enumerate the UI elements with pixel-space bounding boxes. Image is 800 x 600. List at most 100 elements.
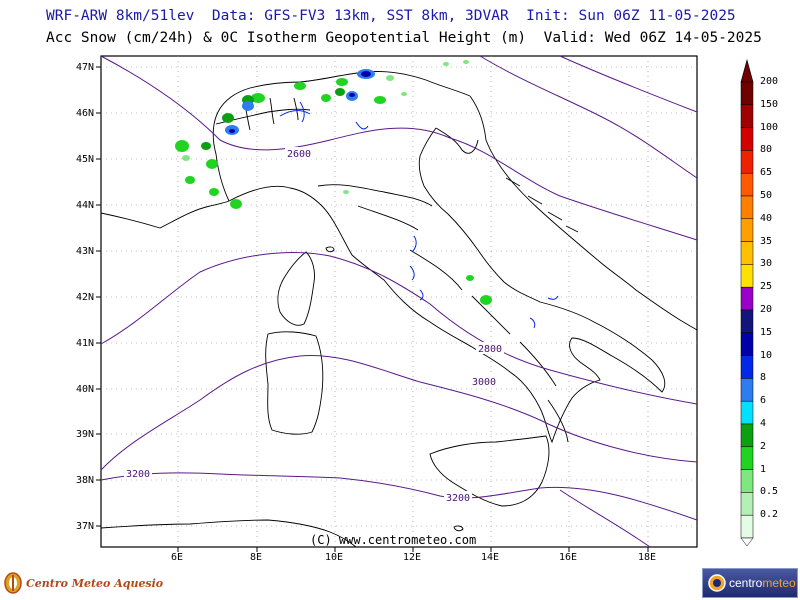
lon-label: 12E <box>403 552 422 563</box>
colorbar-label: 2 <box>760 440 767 452</box>
malta-island <box>453 525 464 532</box>
contour-line-3000 <box>100 354 698 471</box>
logo-right-text: centrometeo <box>729 576 796 590</box>
colorbar-label: 150 <box>760 98 779 110</box>
lat-label: 41N <box>76 338 95 349</box>
colorbar-label: 50 <box>760 190 773 201</box>
lat-label: 43N <box>76 246 95 257</box>
colorbar-swatch <box>740 286 754 311</box>
colorbar-end <box>740 537 754 547</box>
lon-label: 10E <box>325 552 344 563</box>
centro-meteo-aquesio-logo[interactable]: Centro Meteo Aquesio <box>4 572 163 594</box>
colorbar-label: 10 <box>760 349 773 361</box>
colorbar-label: 65 <box>760 167 773 179</box>
lon-label: 16E <box>559 552 578 563</box>
colorbar-swatch <box>740 218 754 242</box>
contour-label: 3200 <box>446 493 470 504</box>
contour-label: 3000 <box>472 377 496 388</box>
colorbar-swatch <box>740 446 754 470</box>
colorbar <box>740 58 754 547</box>
colorbar-label: 8 <box>760 372 767 384</box>
contour-label-bg <box>470 375 498 387</box>
colorbar-swatch <box>740 309 754 334</box>
colorbar-label: 20 <box>760 304 773 315</box>
colorbar-label: 30 <box>760 258 773 270</box>
colorbar-swatch <box>740 514 754 539</box>
lon-label: 18E <box>638 552 657 563</box>
lat-label: 40N <box>76 384 95 395</box>
colorbar-swatch <box>740 195 754 220</box>
colorbar-label: 200 <box>760 76 779 87</box>
colorbar-swatch <box>740 400 754 425</box>
axis-ticks <box>96 66 649 552</box>
corsica-coastline <box>277 251 315 326</box>
colorbar-swatch <box>740 469 754 493</box>
lon-label: 14E <box>481 552 500 563</box>
isotherm-contours <box>100 55 698 548</box>
centrometeo-logo[interactable]: centrometeo <box>702 568 798 598</box>
contour-label-bg <box>285 147 313 159</box>
colorbar-label: 4 <box>760 418 767 429</box>
colorbar-swatch <box>740 241 754 265</box>
logo-emblem-icon <box>4 572 22 594</box>
colorbar-label: 15 <box>760 326 773 338</box>
colorbar-label: 100 <box>760 121 779 133</box>
contour-label: 3200 <box>126 469 150 480</box>
italy-coastline <box>228 127 666 444</box>
lat-label: 47N <box>76 62 95 73</box>
contour-line-se <box>559 489 651 548</box>
colorbar-swatch <box>740 355 754 379</box>
lon-label: 6E <box>171 552 184 563</box>
dalmatian-islands <box>505 177 579 233</box>
colorbar-swatch <box>740 492 754 516</box>
logo-left-text: Centro Meteo Aquesio <box>26 576 164 590</box>
colorbar-swatch <box>740 81 754 106</box>
colorbar-swatch <box>740 423 754 448</box>
lat-label: 44N <box>76 200 95 211</box>
colorbar-arrow <box>740 58 754 83</box>
logo-globe-icon <box>708 574 726 592</box>
ligurian-french-coast <box>100 200 230 229</box>
sardinia-coastline <box>265 331 324 435</box>
balkan-coast <box>469 95 698 331</box>
colorbar-label: 35 <box>760 235 773 247</box>
alpine-border <box>212 71 471 202</box>
lat-label: 39N <box>76 429 95 440</box>
colorbar-label: 40 <box>760 212 773 224</box>
colorbar-swatch <box>740 378 754 402</box>
contour-label-bg <box>444 491 472 503</box>
contour-labels: 2600 2800 3000 3200 3200 <box>126 149 502 504</box>
colorbar-swatch <box>740 150 754 174</box>
map-frame <box>100 55 698 548</box>
colorbar-label: 25 <box>760 281 773 293</box>
colorbar-swatch <box>740 127 754 151</box>
colorbar-label: 80 <box>760 144 773 156</box>
contour-line-2600 <box>100 55 698 241</box>
north-africa-coast <box>100 519 357 548</box>
colorbar-label: 0.5 <box>760 486 779 498</box>
contour-line-3200 <box>100 472 698 521</box>
lat-label: 46N <box>76 108 95 119</box>
colorbar-swatch <box>740 104 754 128</box>
colorbar-label: 6 <box>760 395 767 407</box>
lat-label: 38N <box>76 475 95 486</box>
colorbar-label: 0.2 <box>760 509 779 521</box>
contour-line-upper <box>479 55 698 179</box>
lat-label: 37N <box>76 521 95 532</box>
model-info-header: WRF-ARW 8km/51lev Data: GFS-FV3 13km, SS… <box>46 8 736 24</box>
product-valid-header: Acc Snow (cm/24h) & 0C Isotherm Geopoten… <box>46 30 762 46</box>
colorbar-label: 1 <box>760 463 767 475</box>
elba-island <box>325 246 335 253</box>
colorbar-swatch <box>740 264 754 288</box>
lat-label: 42N <box>76 292 95 303</box>
contour-label: 2600 <box>287 149 311 160</box>
lon-label: 8E <box>250 552 263 563</box>
contour-line-2800 <box>100 252 698 405</box>
contour-line-ne <box>559 55 698 113</box>
sicily-coastline <box>429 435 550 507</box>
lat-label: 45N <box>76 154 95 165</box>
copyright-credit: (C) www.centrometeo.com <box>310 533 477 547</box>
colorbar-swatch <box>740 332 754 356</box>
snow-accumulation <box>175 60 492 305</box>
